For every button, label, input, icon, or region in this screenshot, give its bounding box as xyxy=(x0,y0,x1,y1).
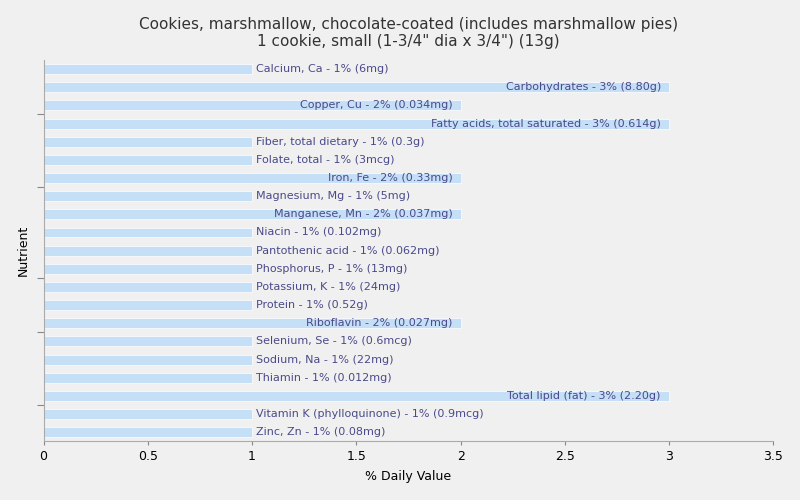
Bar xyxy=(43,428,252,438)
Bar xyxy=(43,246,252,256)
Bar xyxy=(43,155,252,165)
Bar xyxy=(43,336,252,346)
Text: Manganese, Mn - 2% (0.037mg): Manganese, Mn - 2% (0.037mg) xyxy=(274,210,452,220)
X-axis label: % Daily Value: % Daily Value xyxy=(366,470,451,484)
Text: Carbohydrates - 3% (8.80g): Carbohydrates - 3% (8.80g) xyxy=(506,82,661,92)
Bar xyxy=(43,318,461,328)
Text: Vitamin K (phylloquinone) - 1% (0.9mcg): Vitamin K (phylloquinone) - 1% (0.9mcg) xyxy=(256,409,484,419)
Text: Potassium, K - 1% (24mg): Potassium, K - 1% (24mg) xyxy=(256,282,401,292)
Bar xyxy=(43,300,252,310)
Text: Riboflavin - 2% (0.027mg): Riboflavin - 2% (0.027mg) xyxy=(306,318,452,328)
Text: Total lipid (fat) - 3% (2.20g): Total lipid (fat) - 3% (2.20g) xyxy=(507,391,661,401)
Bar xyxy=(43,118,669,128)
Title: Cookies, marshmallow, chocolate-coated (includes marshmallow pies)
1 cookie, sma: Cookies, marshmallow, chocolate-coated (… xyxy=(139,16,678,49)
Bar xyxy=(43,354,252,364)
Text: Fatty acids, total saturated - 3% (0.614g): Fatty acids, total saturated - 3% (0.614… xyxy=(431,118,661,128)
Text: Fiber, total dietary - 1% (0.3g): Fiber, total dietary - 1% (0.3g) xyxy=(256,136,425,146)
Text: Zinc, Zn - 1% (0.08mg): Zinc, Zn - 1% (0.08mg) xyxy=(256,428,386,438)
Bar xyxy=(43,191,252,201)
Text: Calcium, Ca - 1% (6mg): Calcium, Ca - 1% (6mg) xyxy=(256,64,389,74)
Text: Sodium, Na - 1% (22mg): Sodium, Na - 1% (22mg) xyxy=(256,354,394,364)
Bar xyxy=(43,100,461,110)
Text: Magnesium, Mg - 1% (5mg): Magnesium, Mg - 1% (5mg) xyxy=(256,191,410,201)
Text: Folate, total - 1% (3mcg): Folate, total - 1% (3mcg) xyxy=(256,155,394,165)
Text: Niacin - 1% (0.102mg): Niacin - 1% (0.102mg) xyxy=(256,228,382,237)
Bar xyxy=(43,264,252,274)
Text: Iron, Fe - 2% (0.33mg): Iron, Fe - 2% (0.33mg) xyxy=(327,173,452,183)
Bar xyxy=(43,373,252,383)
Text: Thiamin - 1% (0.012mg): Thiamin - 1% (0.012mg) xyxy=(256,373,392,383)
Bar xyxy=(43,228,252,237)
Text: Phosphorus, P - 1% (13mg): Phosphorus, P - 1% (13mg) xyxy=(256,264,408,274)
Bar xyxy=(43,173,461,183)
Bar xyxy=(43,210,461,220)
Bar xyxy=(43,391,669,401)
Bar xyxy=(43,282,252,292)
Bar xyxy=(43,136,252,146)
Text: Pantothenic acid - 1% (0.062mg): Pantothenic acid - 1% (0.062mg) xyxy=(256,246,440,256)
Bar xyxy=(43,64,252,74)
Text: Copper, Cu - 2% (0.034mg): Copper, Cu - 2% (0.034mg) xyxy=(300,100,452,110)
Bar xyxy=(43,82,669,92)
Text: Protein - 1% (0.52g): Protein - 1% (0.52g) xyxy=(256,300,368,310)
Y-axis label: Nutrient: Nutrient xyxy=(17,225,30,276)
Bar xyxy=(43,409,252,419)
Text: Selenium, Se - 1% (0.6mcg): Selenium, Se - 1% (0.6mcg) xyxy=(256,336,412,346)
